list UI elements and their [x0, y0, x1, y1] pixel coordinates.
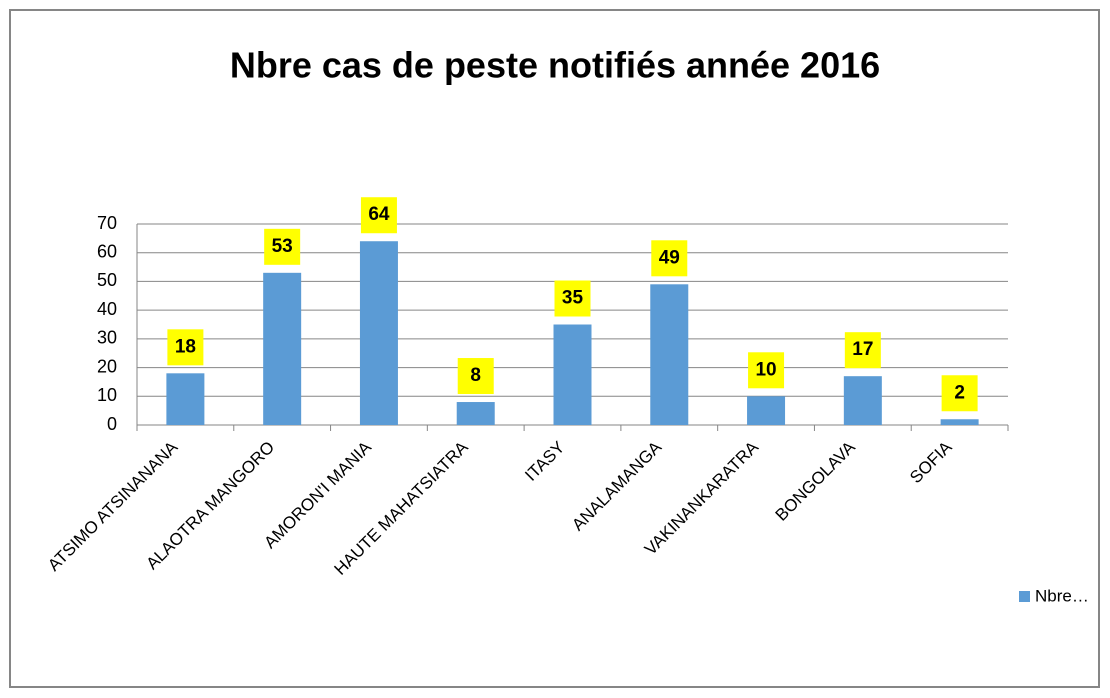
- y-tick-label: 30: [97, 328, 117, 348]
- y-tick-label: 20: [97, 356, 117, 376]
- data-label: 35: [562, 288, 584, 309]
- bar: [166, 373, 205, 425]
- data-label: 2: [954, 382, 965, 403]
- data-label-group: 2: [941, 375, 978, 412]
- data-label-group: 35: [554, 280, 591, 317]
- data-label-bg: [748, 352, 785, 389]
- data-label: 8: [470, 365, 481, 386]
- y-tick-label: 70: [97, 213, 117, 233]
- data-label-group: 64: [360, 197, 397, 234]
- data-label: 10: [755, 359, 776, 380]
- legend-swatch: [1019, 591, 1030, 602]
- data-label-group: 10: [748, 352, 785, 389]
- bar: [940, 419, 979, 425]
- y-tick-label: 40: [97, 299, 117, 319]
- bar: [747, 396, 786, 425]
- chart-title: Nbre cas de peste notifiés année 2016: [230, 45, 880, 86]
- data-label-bg: [941, 375, 978, 412]
- data-label-group: 18: [167, 329, 204, 366]
- y-tick-label: 50: [97, 270, 117, 290]
- data-label-bg: [844, 332, 881, 369]
- data-label-bg: [554, 280, 591, 317]
- data-label: 49: [659, 247, 680, 268]
- y-tick-label: 10: [97, 385, 117, 405]
- data-label: 18: [175, 336, 196, 357]
- bar: [553, 324, 592, 425]
- data-label: 17: [852, 339, 873, 360]
- data-label: 53: [272, 236, 293, 257]
- bar: [359, 241, 398, 425]
- data-label: 64: [368, 204, 390, 225]
- y-tick-label: 0: [107, 414, 117, 434]
- data-label-group: 49: [651, 240, 688, 277]
- y-tick-label: 60: [97, 241, 117, 261]
- data-label-bg: [360, 197, 397, 234]
- bar: [843, 376, 882, 425]
- data-label-group: 53: [264, 228, 301, 265]
- data-label-bg: [167, 329, 204, 366]
- legend-label: Nbre…: [1035, 586, 1089, 605]
- data-label-bg: [457, 358, 494, 395]
- data-label-bg: [264, 228, 301, 265]
- data-label-group: 8: [457, 358, 494, 395]
- data-label-group: 17: [844, 332, 881, 369]
- bar: [650, 284, 689, 425]
- data-label-bg: [651, 240, 688, 277]
- bar: [456, 402, 495, 425]
- bar: [263, 272, 302, 425]
